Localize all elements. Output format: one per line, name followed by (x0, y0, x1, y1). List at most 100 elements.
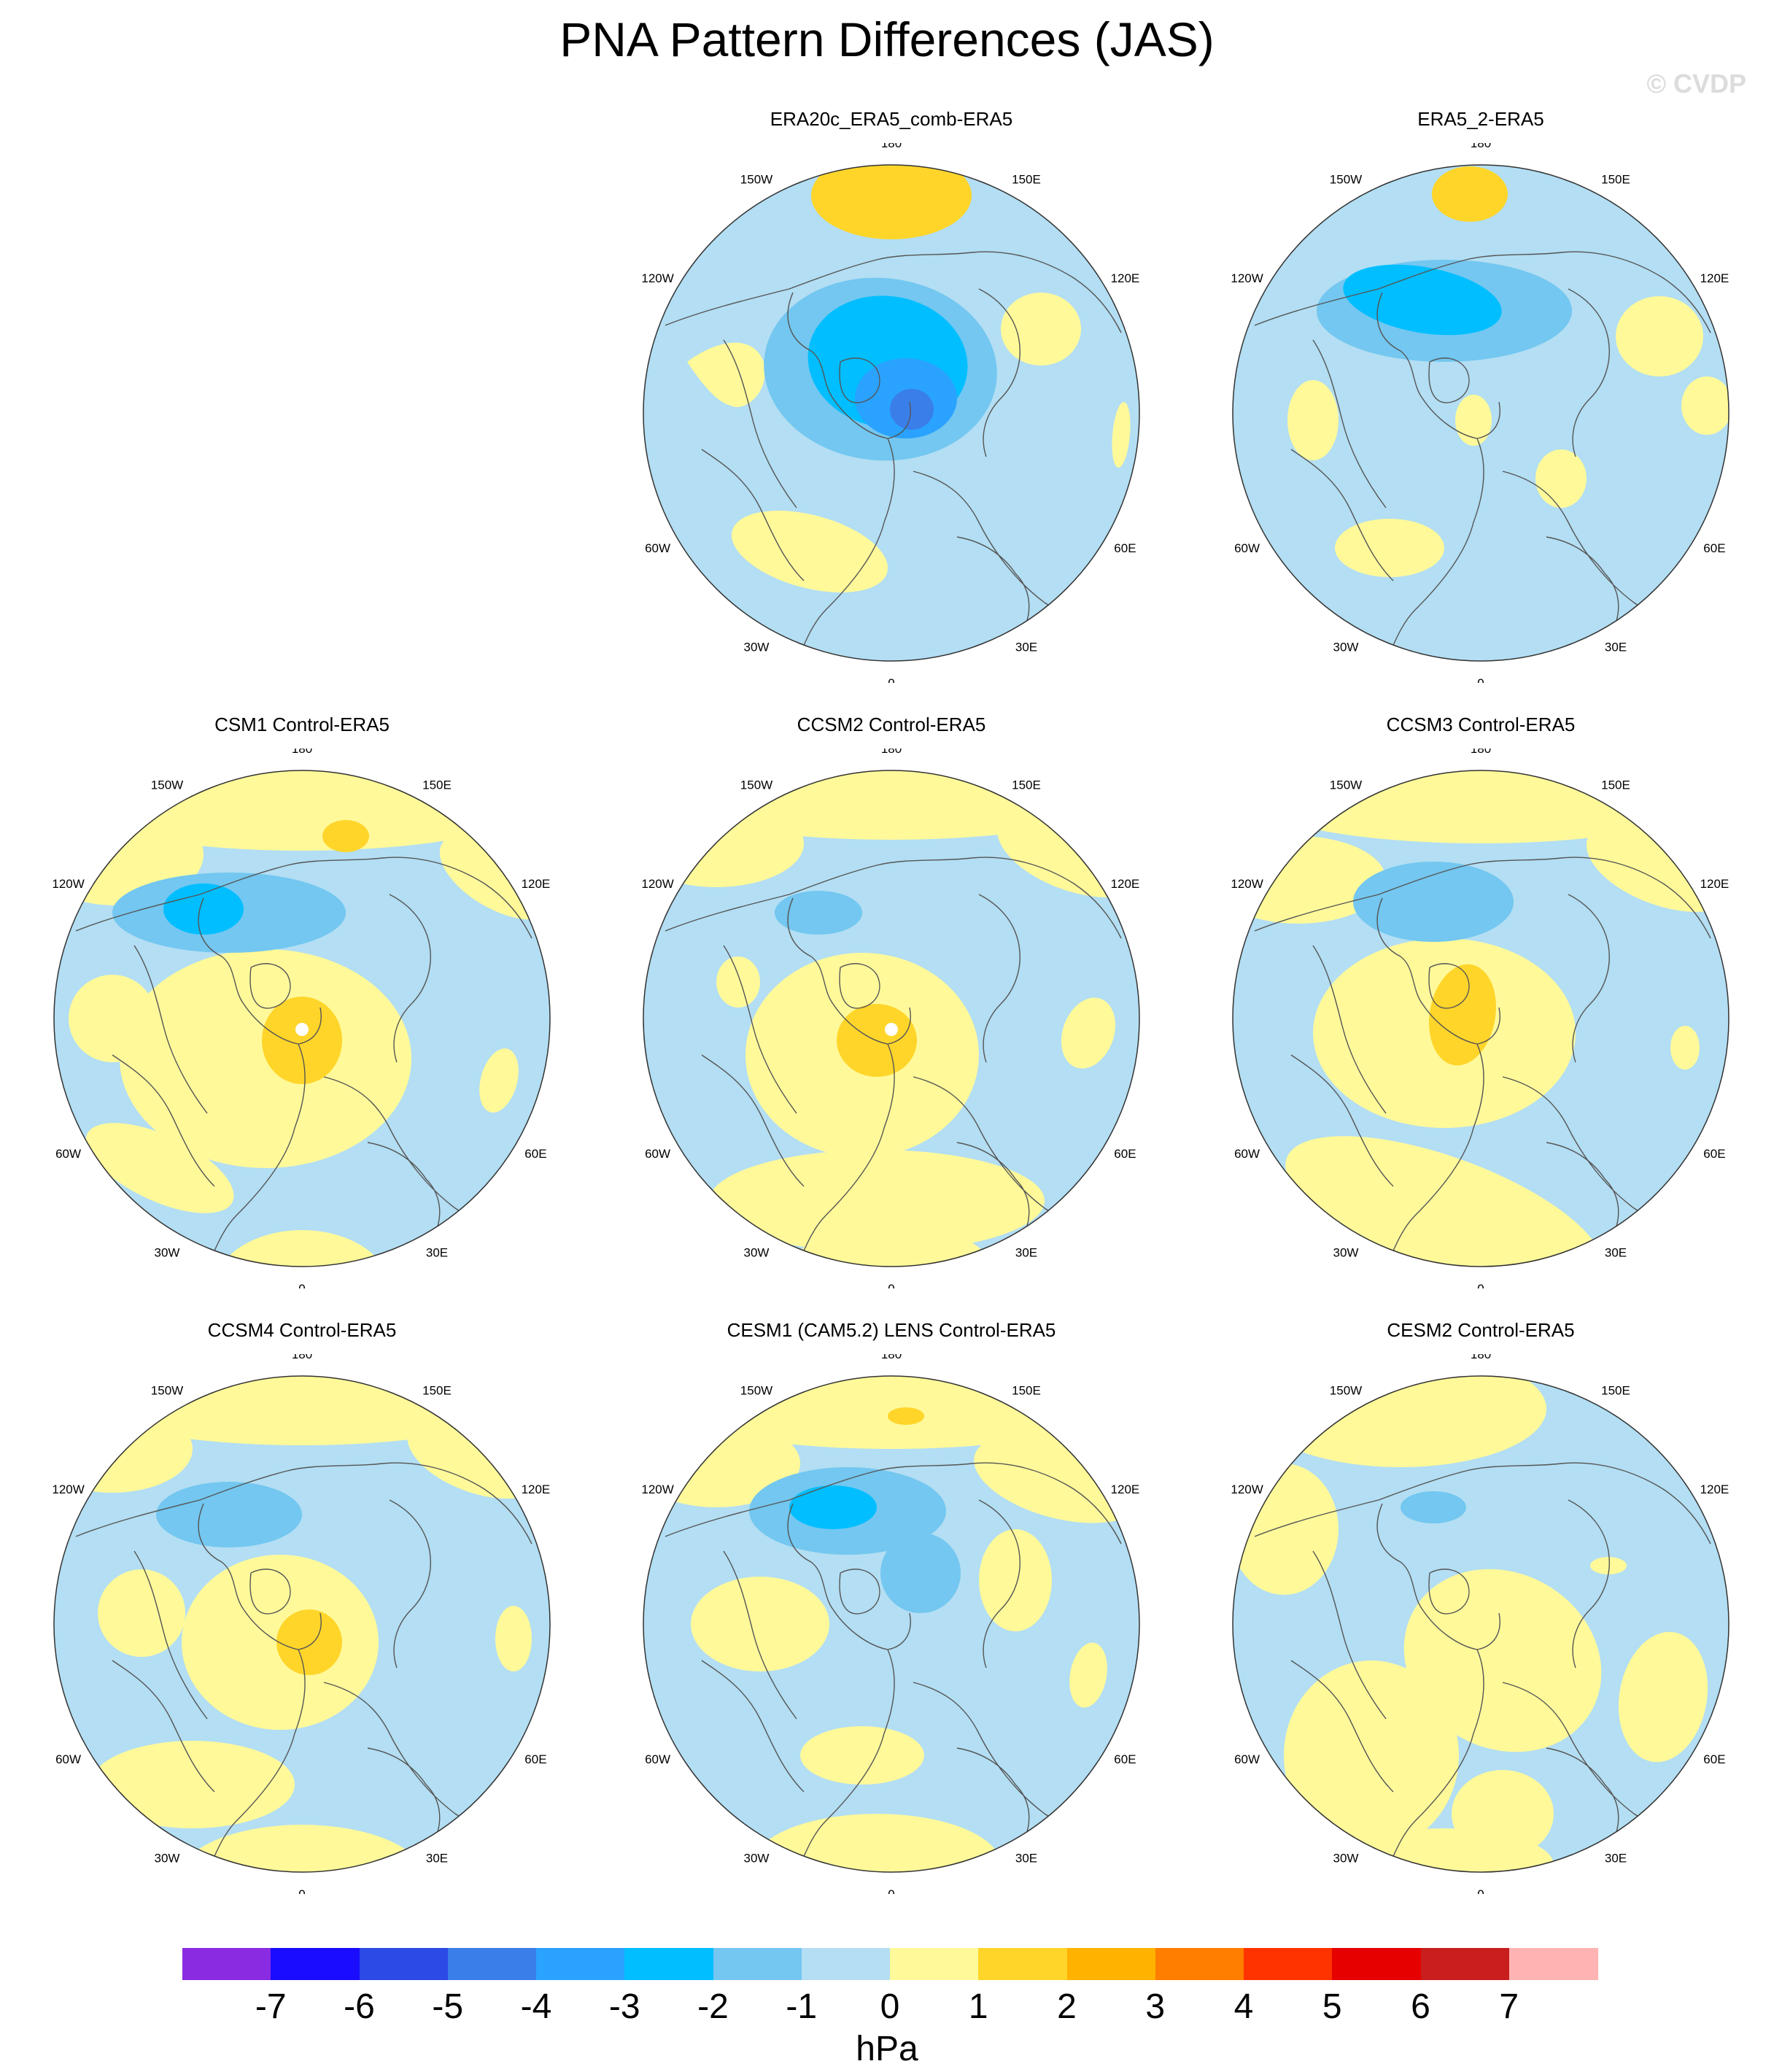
map-border (53, 1375, 551, 1873)
longitude-label: 120W (641, 271, 673, 285)
polar-map: 180150E120E90E60E30E030W60W90W120W150W (52, 749, 551, 1288)
longitude-label: 30E (1605, 1851, 1627, 1865)
longitude-label: 60W (1234, 1147, 1260, 1161)
colorbar-swatch (359, 1948, 449, 1980)
positive-anomaly-region (1001, 293, 1081, 366)
longitude-label: 120E (1111, 877, 1140, 891)
map-panel-era20c-era5-comb: ERA20c_ERA5_comb-ERA5 180150E120E90E60E3… (636, 107, 1147, 683)
colorbar-tick-label: 2 (1057, 1987, 1077, 2026)
positive-anomaly-region (643, 800, 804, 887)
positive-anomaly-region (709, 1150, 1045, 1252)
positive-anomaly-region (69, 975, 156, 1062)
positive-anomaly-region (98, 1569, 185, 1657)
longitude-label: 30W (744, 1245, 770, 1259)
longitude-label: 120E (1111, 1483, 1140, 1496)
map-panel-ccsm3: CCSM3 Control-ERA5 180150E120E90E60E30E0… (1225, 712, 1736, 1288)
colorbar-tick-label: -3 (608, 1987, 640, 2026)
longitude-label: 30E (1015, 640, 1037, 654)
longitude-label: 60E (524, 1147, 546, 1161)
longitude-label: 180 (1471, 143, 1491, 150)
positive-anomaly-region (1618, 1631, 1708, 1763)
positive-anomaly-region (1670, 1026, 1700, 1070)
colorbar-swatch (447, 1948, 537, 1980)
positive-anomaly-region (1455, 395, 1492, 446)
longitude-label: 150W (740, 1384, 772, 1398)
positive-anomaly-region (1386, 1230, 1576, 1267)
longitude-label: 120W (641, 1483, 673, 1496)
positive-anomaly-region (178, 1825, 426, 1872)
positive-anomaly-region (1616, 296, 1703, 376)
longitude-label: 30W (744, 640, 770, 654)
longitude-label: 180 (881, 749, 902, 756)
colorbar-tick-label: 7 (1499, 1987, 1519, 2026)
positive-anomaly-region (643, 1376, 1139, 1449)
longitude-label: 180 (292, 1354, 312, 1361)
positive-anomaly-region (1681, 376, 1729, 435)
contour-field (1233, 165, 1729, 661)
colorbar-swatch (624, 1948, 713, 1980)
positive-anomaly-region (479, 1048, 519, 1113)
colorbar-units: hPa (856, 2030, 918, 2068)
panel-title: CESM1 (CAM5.2) LENS Control-ERA5 (727, 1319, 1056, 1341)
positive-anomaly-region (1287, 380, 1339, 460)
positive-anomaly-region (495, 1606, 532, 1671)
longitude-label: 0 (1477, 676, 1484, 683)
polar-map: 180150E120E90E60E30E030W60W90W120W150W (1231, 1354, 1730, 1894)
polar-map: 180150E120E90E60E30E030W60W90W120W150W (641, 143, 1140, 683)
longitude-label: 30W (1333, 640, 1359, 654)
coastlines (75, 857, 532, 1267)
longitude-label: 30E (1605, 640, 1627, 654)
positive-anomaly-region (1240, 770, 1721, 843)
map-panel-ccsm2: CCSM2 Control-ERA5 180150E120E90E60E30E0… (636, 712, 1147, 1288)
polar-map: 180150E120E90E60E30E030W60W90W120W150W (641, 749, 1140, 1288)
coastlines (665, 857, 1122, 1267)
panel-title: CCSM3 Control-ERA5 (1386, 714, 1576, 735)
colorbar-swatch (1155, 1948, 1244, 1980)
map-panel-csm1: CSM1 Control-ERA5 180150E120E90E60E30E03… (47, 712, 557, 1288)
colorbar-swatch (182, 1948, 271, 1980)
longitude-label: 120W (52, 1483, 84, 1496)
negative-anomaly-region (1401, 1491, 1466, 1523)
contour-field (54, 1376, 550, 1872)
positive-anomaly-region (1432, 166, 1508, 222)
positive-anomaly-region (322, 820, 369, 852)
longitude-label: 120E (522, 1483, 551, 1496)
longitude-label: 120E (1700, 877, 1730, 891)
polar-map: 180150E120E90E60E30E030W60W90W120W150W (52, 1354, 551, 1894)
positive-anomaly-region (731, 510, 888, 593)
map-panel-era5-2: ERA5_2-ERA5 180150E120E90E60E30E030W60W9… (1225, 107, 1736, 683)
longitude-label: 150E (422, 778, 452, 792)
longitude-label: 30W (155, 1851, 180, 1865)
longitude-label: 180 (1471, 749, 1491, 756)
panel-title: ERA5_2-ERA5 (1417, 108, 1544, 130)
polar-map: 180150E120E90E60E30E030W60W90W120W150W (1231, 143, 1730, 683)
longitude-label: 30E (1015, 1851, 1037, 1865)
negative-anomaly-region (775, 891, 862, 935)
colorbar-swatch (536, 1948, 625, 1980)
longitude-label: 60E (1114, 1147, 1136, 1161)
positive-anomaly-region (1429, 964, 1496, 1066)
longitude-label: 120W (52, 877, 84, 891)
longitude-label: 30E (426, 1851, 448, 1865)
positive-anomaly-region (1335, 519, 1444, 577)
negative-anomaly-region (1353, 862, 1514, 942)
longitude-label: 60W (1234, 541, 1260, 555)
colorbar-tick-label: 6 (1411, 1987, 1430, 2026)
longitude-label: 0 (1477, 1887, 1484, 1894)
positive-anomaly-region (1403, 1569, 1602, 1752)
longitude-label: 120E (1700, 1483, 1730, 1496)
longitude-label: 150E (1012, 778, 1041, 792)
map-border (643, 1375, 1140, 1873)
longitude-label: 60W (1234, 1752, 1260, 1766)
positive-anomaly-region (85, 1123, 234, 1213)
positive-anomaly-region (789, 1223, 993, 1267)
positive-anomaly-region (1590, 1557, 1627, 1574)
positive-anomaly-region (888, 1407, 924, 1425)
colorbar-swatch (801, 1948, 891, 1980)
longitude-label: 120E (1700, 271, 1730, 285)
positive-anomaly-region (1069, 1642, 1107, 1708)
positive-anomaly-region (691, 1577, 829, 1671)
colorbar-tick-label: 4 (1233, 1987, 1254, 2026)
missing-data-point (885, 1023, 898, 1036)
panel-title: CESM2 Control-ERA5 (1387, 1319, 1575, 1341)
